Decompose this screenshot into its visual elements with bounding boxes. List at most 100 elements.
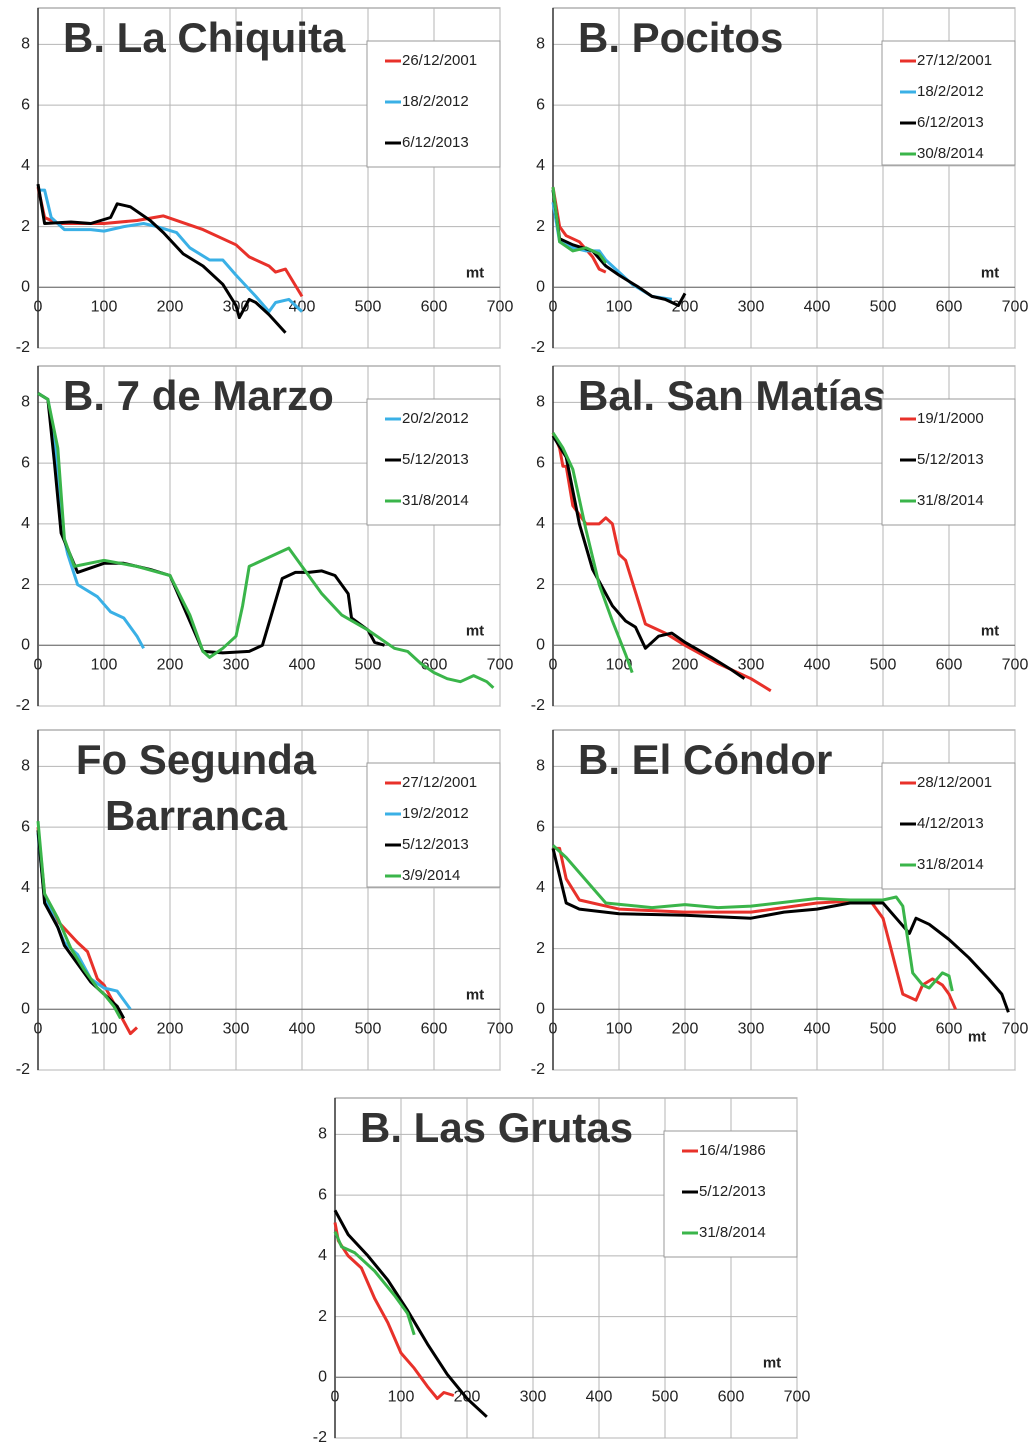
legend-label: 27/12/2001 — [402, 774, 477, 791]
x-tick-label: 500 — [652, 1389, 679, 1406]
chart-title: B. La Chiquita — [63, 14, 346, 61]
x-tick-label: 100 — [91, 299, 118, 316]
y-tick-label: 8 — [21, 36, 30, 53]
chart-title: Barranca — [105, 792, 288, 839]
y-tick-label: 4 — [21, 157, 30, 174]
legend-label: 5/12/2013 — [402, 451, 469, 468]
x-tick-label: 600 — [936, 299, 963, 316]
y-tick-label: 0 — [318, 1369, 327, 1386]
data-line — [551, 189, 687, 307]
x-tick-label: 600 — [421, 1021, 448, 1038]
legend-label: 31/8/2014 — [917, 856, 984, 873]
x-tick-label: 500 — [870, 657, 897, 674]
chart: -2024680100200300400500600700mtFo Segund… — [16, 729, 513, 1078]
x-tick-label: 500 — [355, 657, 382, 674]
x-tick-label: 200 — [672, 299, 699, 316]
y-tick-label: 6 — [318, 1186, 327, 1203]
legend-label: 31/8/2014 — [917, 492, 984, 509]
x-tick-label: 300 — [738, 657, 765, 674]
x-axis-label: mt — [981, 264, 999, 281]
y-tick-label: 4 — [21, 879, 30, 896]
y-tick-label: -2 — [16, 1061, 30, 1078]
x-tick-label: 100 — [606, 657, 633, 674]
y-tick-label: 8 — [21, 394, 30, 411]
y-tick-label: 6 — [21, 818, 30, 835]
x-tick-label: 700 — [1002, 657, 1029, 674]
y-tick-label: 6 — [21, 454, 30, 471]
y-tick-label: -2 — [16, 339, 30, 356]
y-tick-label: 0 — [536, 1001, 545, 1018]
x-axis-label: mt — [466, 986, 484, 1003]
x-tick-label: 700 — [487, 299, 514, 316]
x-tick-label: 700 — [784, 1389, 811, 1406]
y-tick-label: 6 — [21, 96, 30, 113]
x-tick-label: 700 — [487, 657, 514, 674]
y-tick-label: 0 — [21, 637, 30, 654]
x-axis-label: mt — [968, 1028, 986, 1045]
legend-label: 28/12/2001 — [917, 774, 992, 791]
chart-title: B. 7 de Marzo — [63, 372, 334, 419]
data-line — [36, 820, 122, 1020]
y-tick-label: 8 — [536, 394, 545, 411]
y-tick-label: 4 — [536, 515, 545, 532]
x-tick-label: 400 — [289, 657, 316, 674]
data-line — [551, 844, 954, 992]
x-tick-label: 700 — [1002, 299, 1029, 316]
y-tick-label: 2 — [536, 218, 545, 235]
y-tick-label: 2 — [536, 940, 545, 957]
chart-title: B. Las Grutas — [360, 1104, 633, 1151]
chart: -2024680100200300400500600700mtBal. San … — [531, 365, 1029, 714]
y-tick-label: 0 — [536, 637, 545, 654]
legend-label: 18/2/2012 — [917, 83, 984, 100]
x-axis-label: mt — [466, 264, 484, 281]
x-tick-label: 600 — [936, 657, 963, 674]
data-line — [551, 848, 1010, 1013]
y-tick-label: 6 — [536, 454, 545, 471]
x-tick-label: 600 — [936, 1021, 963, 1038]
y-tick-label: 8 — [21, 758, 30, 775]
legend-label: 30/8/2014 — [917, 145, 984, 162]
chart: -2024680100200300400500600700mtB. El Cón… — [531, 729, 1029, 1078]
data-line — [36, 830, 126, 1020]
legend-label: 5/12/2013 — [699, 1183, 766, 1200]
x-tick-label: 400 — [586, 1389, 613, 1406]
y-tick-label: 4 — [21, 515, 30, 532]
x-axis-label: mt — [763, 1354, 781, 1371]
x-tick-label: 100 — [91, 1021, 118, 1038]
y-tick-label: 2 — [536, 576, 545, 593]
x-tick-label: 500 — [870, 299, 897, 316]
x-tick-label: 700 — [1002, 1021, 1029, 1038]
x-tick-label: 400 — [804, 299, 831, 316]
data-line — [551, 435, 746, 680]
x-tick-label: 400 — [804, 657, 831, 674]
legend-label: 26/12/2001 — [402, 52, 477, 69]
x-tick-label: 600 — [421, 299, 448, 316]
chart-title: B. El Cóndor — [578, 736, 832, 783]
legend-label: 31/8/2014 — [699, 1224, 766, 1241]
x-tick-label: 200 — [672, 1021, 699, 1038]
x-tick-label: 200 — [157, 1021, 184, 1038]
legend-label: 5/12/2013 — [402, 836, 469, 853]
y-tick-label: -2 — [531, 1061, 545, 1078]
data-line — [551, 432, 772, 693]
x-tick-label: 300 — [520, 1389, 547, 1406]
legend-label: 5/12/2013 — [917, 451, 984, 468]
data-line — [333, 1231, 416, 1336]
y-tick-label: -2 — [313, 1429, 327, 1443]
legend-label: 20/2/2012 — [402, 410, 469, 427]
legend-label: 19/1/2000 — [917, 410, 984, 427]
legend-label: 6/12/2013 — [402, 134, 469, 151]
data-line — [333, 1209, 488, 1418]
y-tick-label: -2 — [531, 697, 545, 714]
x-tick-label: 400 — [289, 299, 316, 316]
chart: -2024680100200300400500600700mtB. La Chi… — [16, 7, 514, 356]
y-tick-label: 8 — [536, 758, 545, 775]
x-tick-label: 300 — [223, 657, 250, 674]
legend-label: 31/8/2014 — [402, 492, 469, 509]
y-tick-label: -2 — [16, 697, 30, 714]
chart: -2024680100200300400500600700mtB. Las Gr… — [313, 1097, 811, 1443]
y-tick-label: 4 — [536, 879, 545, 896]
chart: -2024680100200300400500600700mtB. Pocito… — [531, 7, 1029, 356]
y-tick-label: 8 — [536, 36, 545, 53]
x-tick-label: 500 — [355, 1021, 382, 1038]
